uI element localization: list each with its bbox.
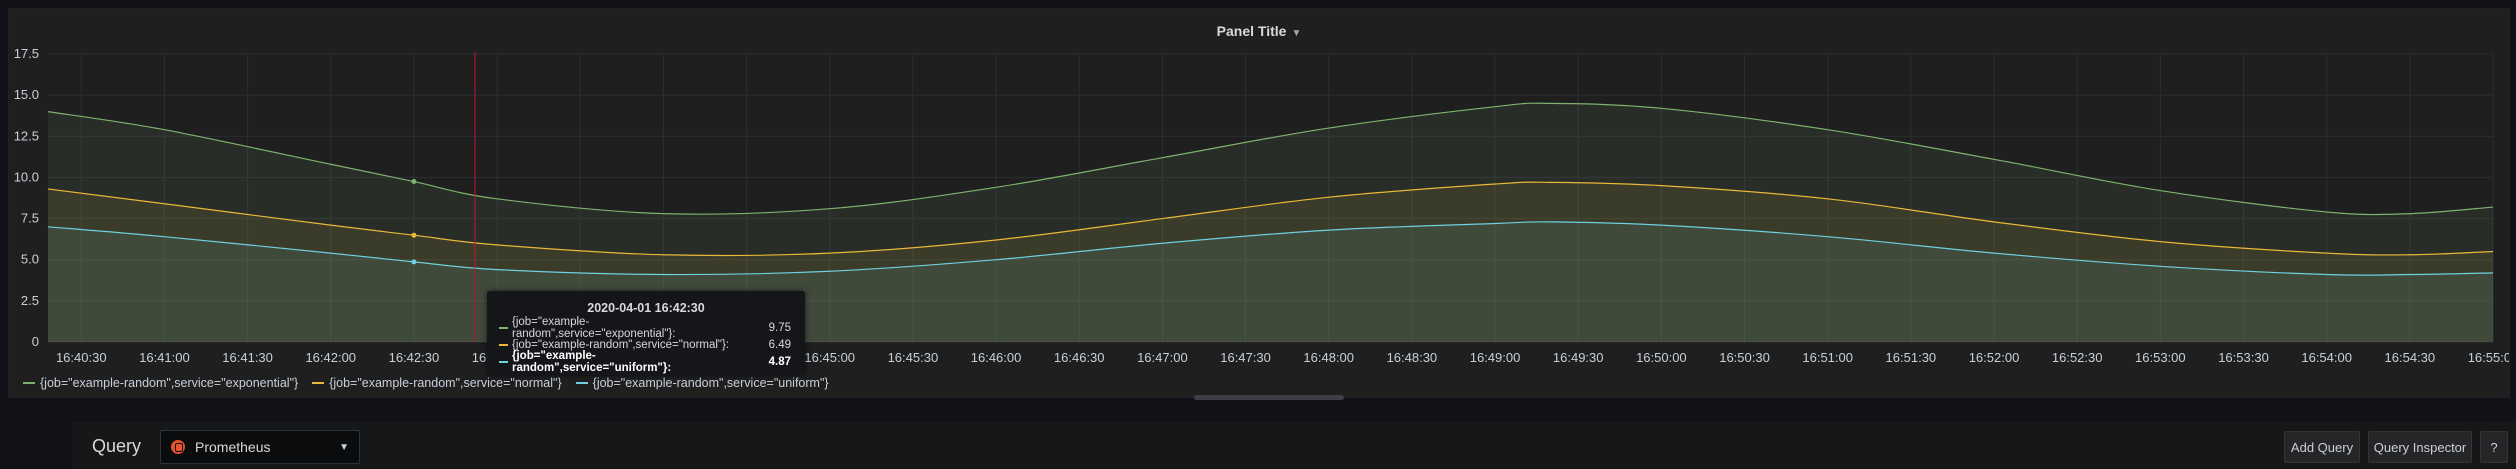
x-tick-label: 16:52:00 [1969,350,2020,365]
hover-point [411,179,417,185]
legend-label[interactable]: {job="example-random",service="normal"} [329,376,562,390]
y-tick-label: 10.0 [14,169,39,184]
panel-resize-scrollbar[interactable] [1194,395,1344,400]
legend-item-normal[interactable]: {job="example-random",service="normal"} [312,376,562,390]
graph-chart[interactable]: 0 2.5 5.0 7.5 10.0 12.5 15.0 17.5 16:40:30 16:41:… [9,9,2509,397]
legend-swatch [23,382,35,384]
legend-swatch [312,382,325,384]
series-area [48,103,2493,342]
legend-item-exponential[interactable]: {job="example-random",service="exponenti… [23,376,298,390]
x-tick-label: 16:52:30 [2052,350,2103,365]
series-line [47,221,2494,276]
y-tick-label: 0 [32,334,39,349]
tooltip-row-uniform: {job="example-random",service="uniform"}… [487,350,805,374]
query-bar: Query Prometheus ▼ Add Query Query Inspe… [72,422,2516,469]
y-tick-label: 5.0 [21,252,39,267]
panel-title-text[interactable]: Panel Title [1216,23,1287,39]
graph-tooltip: 2020-04-01 16:42:30 {job="example-random… [487,291,805,375]
x-tick-label: 16:49:30 [1553,350,1604,365]
x-tick-label: 16:42:30 [389,350,440,365]
legend-label[interactable]: {job="example-random",service="uniform"} [592,376,829,390]
x-tick-label: 16:50:30 [1719,350,1770,365]
tooltip-series-value: 6.49 [768,338,791,351]
x-tick-label: 16:42:00 [305,350,356,365]
x-tick-label: 16:51:30 [1886,350,1937,365]
hover-point [411,232,417,238]
x-tick-label: 16:46:00 [971,350,1022,365]
tooltip-series-value: 9.75 [768,321,791,334]
x-tick-label: 16:48:30 [1387,350,1438,365]
tooltip-swatch [499,326,508,329]
x-tick-label: 16:47:00 [1137,350,1188,365]
help-button[interactable]: ? [2480,431,2508,463]
x-tick-label: 16:48:00 [1303,350,1354,365]
x-tick-label: 16:51:00 [1802,350,1853,365]
tooltip-series-label: {job="example-random",service="normal"}: [512,338,730,351]
query-label: Query [92,436,142,456]
tooltip-row-normal: {job="example-random",service="normal"}:… [487,336,805,353]
prometheus-icon [171,440,185,454]
datasource-name: Prometheus [195,439,271,455]
y-tick-label: 2.5 [21,293,39,308]
y-tick-label: 17.5 [14,46,39,61]
tooltip-swatch [499,360,508,363]
x-tick-label: 16:54:00 [2301,350,2352,365]
datasource-picker[interactable]: Prometheus ▼ [160,430,360,464]
x-tick-label: 16:41:30 [222,350,273,365]
x-tick-label: 16:49:00 [1470,350,1521,365]
legend: {job="example-random",service="exponenti… [23,376,829,390]
panel-title[interactable]: Panel Title ▼ [9,23,2509,39]
chevron-down-icon[interactable]: ▼ [1291,28,1302,39]
query-inspector-button[interactable]: Query Inspector [2368,431,2472,463]
x-tick-label: 16:54:30 [2385,350,2436,365]
x-tick-label: 16:45:00 [804,350,855,365]
x-tick-label: 16:50:00 [1636,350,1687,365]
tooltip-row-exponential: {job="example-random",service="exponenti… [487,316,805,340]
x-tick-label: 16:46:30 [1054,350,1105,365]
y-tick-label: 15.0 [14,87,39,102]
tooltip-time: 2020-04-01 16:42:30 [587,301,705,315]
x-tick-label: 16:40:30 [56,350,107,365]
x-tick-label: 16:41:00 [139,350,190,365]
y-tick-label: 12.5 [14,128,39,143]
series-line [47,181,2494,257]
caret-down-icon: ▼ [339,441,349,453]
tooltip-series-label: {job="example-random",service="uniform"}… [512,349,672,374]
tooltip-series-label: {job="example-random",service="exponenti… [512,315,676,340]
tooltip-series-value: 4.87 [768,355,791,368]
x-tick-label: 16:55:00 [2468,350,2509,365]
x-tick-label: 16:47:30 [1220,350,1271,365]
x-tick-label: 16:45:30 [888,350,939,365]
legend-swatch [575,382,588,384]
y-tick-label: 7.5 [21,211,39,226]
tooltip-swatch [499,343,508,346]
legend-label[interactable]: {job="example-random",service="exponenti… [40,376,299,390]
x-tick-label: 16:53:00 [2135,350,2186,365]
hover-point [411,259,417,265]
legend-item-uniform[interactable]: {job="example-random",service="uniform"} [575,376,829,390]
x-tick-label: 16:53:30 [2218,350,2269,365]
graph-panel: 0 2.5 5.0 7.5 10.0 12.5 15.0 17.5 16:40:30 16:41:… [8,8,2510,398]
add-query-button[interactable]: Add Query [2284,431,2360,463]
